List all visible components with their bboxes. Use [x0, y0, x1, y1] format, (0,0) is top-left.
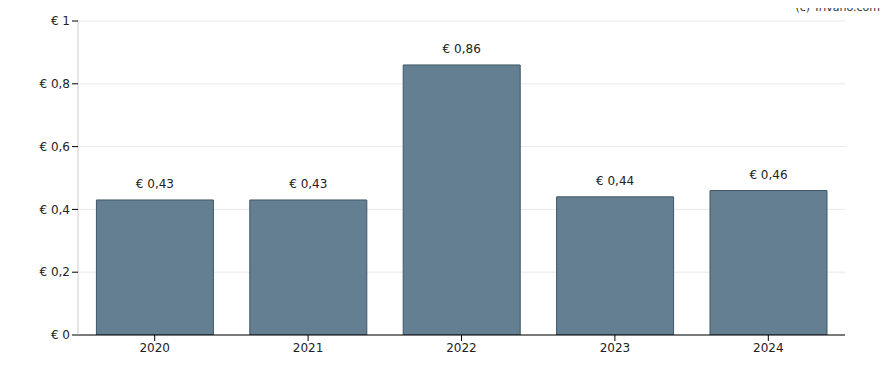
svg-text:€ 0: € 0: [51, 328, 70, 342]
svg-text:€ 0,44: € 0,44: [596, 174, 634, 188]
svg-text:€ 0,2: € 0,2: [39, 265, 70, 279]
svg-text:€ 1: € 1: [51, 14, 70, 28]
svg-text:€ 0,6: € 0,6: [39, 140, 70, 154]
svg-text:€ 0,43: € 0,43: [136, 177, 174, 191]
svg-text:2021: 2021: [293, 341, 324, 355]
svg-text:€ 0,4: € 0,4: [39, 203, 70, 217]
svg-text:2023: 2023: [600, 341, 631, 355]
html-text:(c) Trivano.com: (c) Trivano.com: [795, 1, 880, 14]
svg-text:€ 0,46: € 0,46: [749, 168, 787, 182]
svg-text:€ 0,86: € 0,86: [443, 42, 481, 56]
svg-text:2024: 2024: [753, 341, 784, 355]
svg-text:2020: 2020: [139, 341, 170, 355]
svg-text:€ 0,8: € 0,8: [39, 77, 70, 91]
svg-text:2022: 2022: [446, 341, 477, 355]
svg-text:€ 0,43: € 0,43: [289, 177, 327, 191]
